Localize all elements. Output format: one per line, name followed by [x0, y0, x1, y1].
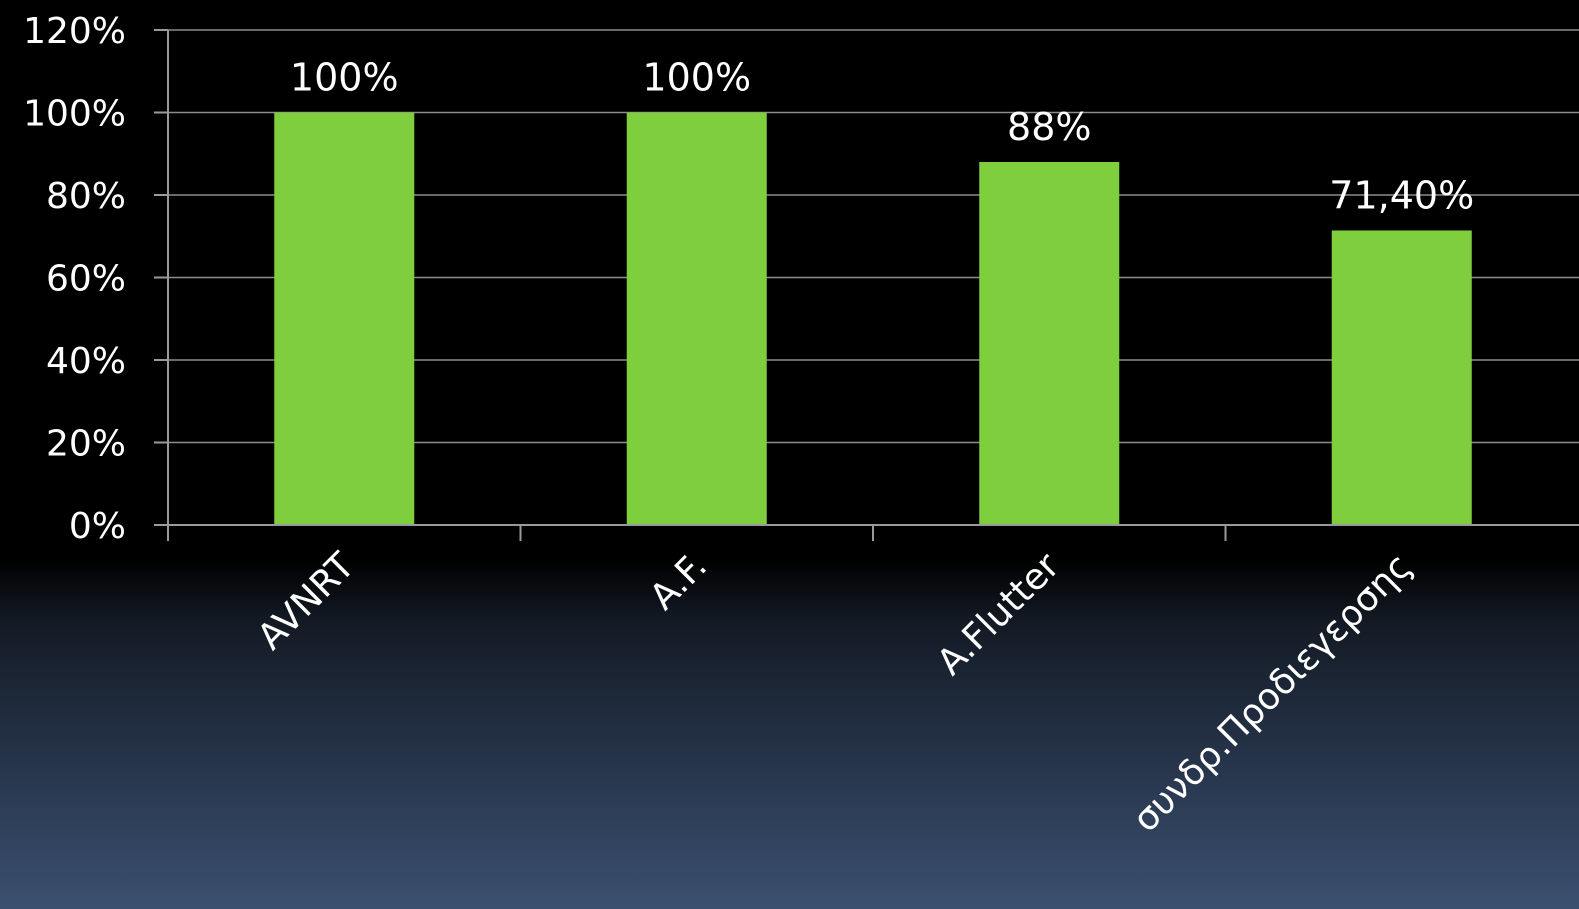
- bar: [274, 112, 415, 525]
- y-tick-label: 100%: [23, 94, 126, 135]
- y-tick-label: 40%: [46, 341, 126, 382]
- y-tick-label: 60%: [46, 259, 126, 300]
- axes: [154, 29, 1579, 541]
- data-labels: 100% 100% 88% 71,40%: [290, 56, 1474, 218]
- data-label: 100%: [290, 56, 399, 100]
- bars: [274, 112, 1472, 525]
- data-label: 71,40%: [1329, 173, 1474, 217]
- x-tick-label: A.F.: [642, 545, 715, 618]
- y-tick-label: 80%: [46, 176, 126, 217]
- x-axis-tick-labels: AVNRT A.F. A.Flutter συνδρ.Προδιεγερσης: [250, 545, 1420, 841]
- bar: [1331, 230, 1472, 525]
- y-axis-tick-labels: 0% 20% 40% 60% 80% 100% 120%: [23, 11, 126, 547]
- y-tick-label: 120%: [23, 11, 126, 52]
- bar: [979, 162, 1120, 525]
- data-label: 100%: [642, 56, 751, 100]
- x-tick-label: συνδρ.Προδιεγερσης: [1125, 545, 1420, 840]
- y-tick-label: 0%: [69, 506, 126, 547]
- data-label: 88%: [1007, 105, 1091, 149]
- bar: [626, 112, 767, 525]
- y-tick-label: 20%: [46, 424, 126, 465]
- x-tick-label: AVNRT: [250, 545, 363, 658]
- x-tick-label: A.Flutter: [930, 545, 1068, 683]
